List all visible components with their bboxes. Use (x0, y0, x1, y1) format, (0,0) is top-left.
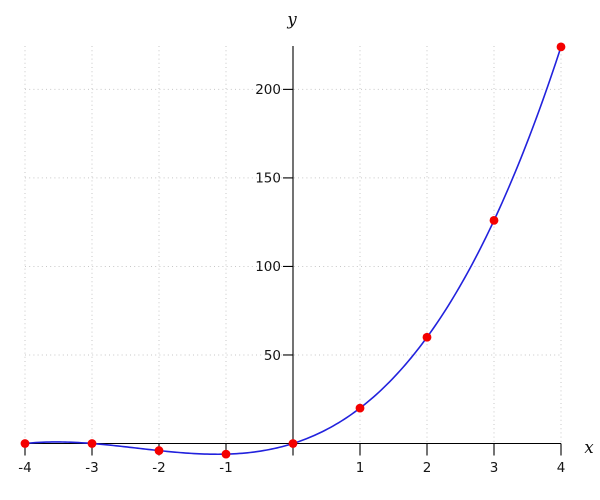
data-points (20, 42, 566, 459)
y-tick-label: 200 (255, 82, 281, 98)
tick-labels: -4 -3 -2 -1 1 2 3 4 50 100 150 200 (18, 82, 565, 476)
data-point (87, 439, 97, 448)
y-tick-label: 100 (255, 259, 281, 275)
x-tick-label: -2 (152, 460, 165, 476)
data-point (288, 439, 298, 448)
data-point (221, 449, 231, 459)
data-point (422, 332, 432, 342)
x-tick-label: 4 (557, 460, 566, 476)
x-tick-label: -1 (219, 460, 232, 476)
data-point (20, 439, 30, 448)
x-tick-label: -4 (18, 460, 31, 476)
data-point (154, 446, 164, 455)
x-tick-label: 2 (423, 460, 432, 476)
y-tick-label: 50 (264, 348, 281, 364)
y-axis-label: y (286, 10, 297, 29)
data-point (355, 403, 365, 413)
axes (24, 46, 562, 456)
data-point (556, 42, 566, 52)
x-tick-label: -3 (85, 460, 98, 476)
x-tick-label: 3 (490, 460, 499, 476)
data-point (489, 216, 499, 225)
x-tick-label: 1 (356, 460, 365, 476)
x-axis-label: x (584, 438, 594, 457)
y-tick-label: 150 (255, 171, 281, 187)
